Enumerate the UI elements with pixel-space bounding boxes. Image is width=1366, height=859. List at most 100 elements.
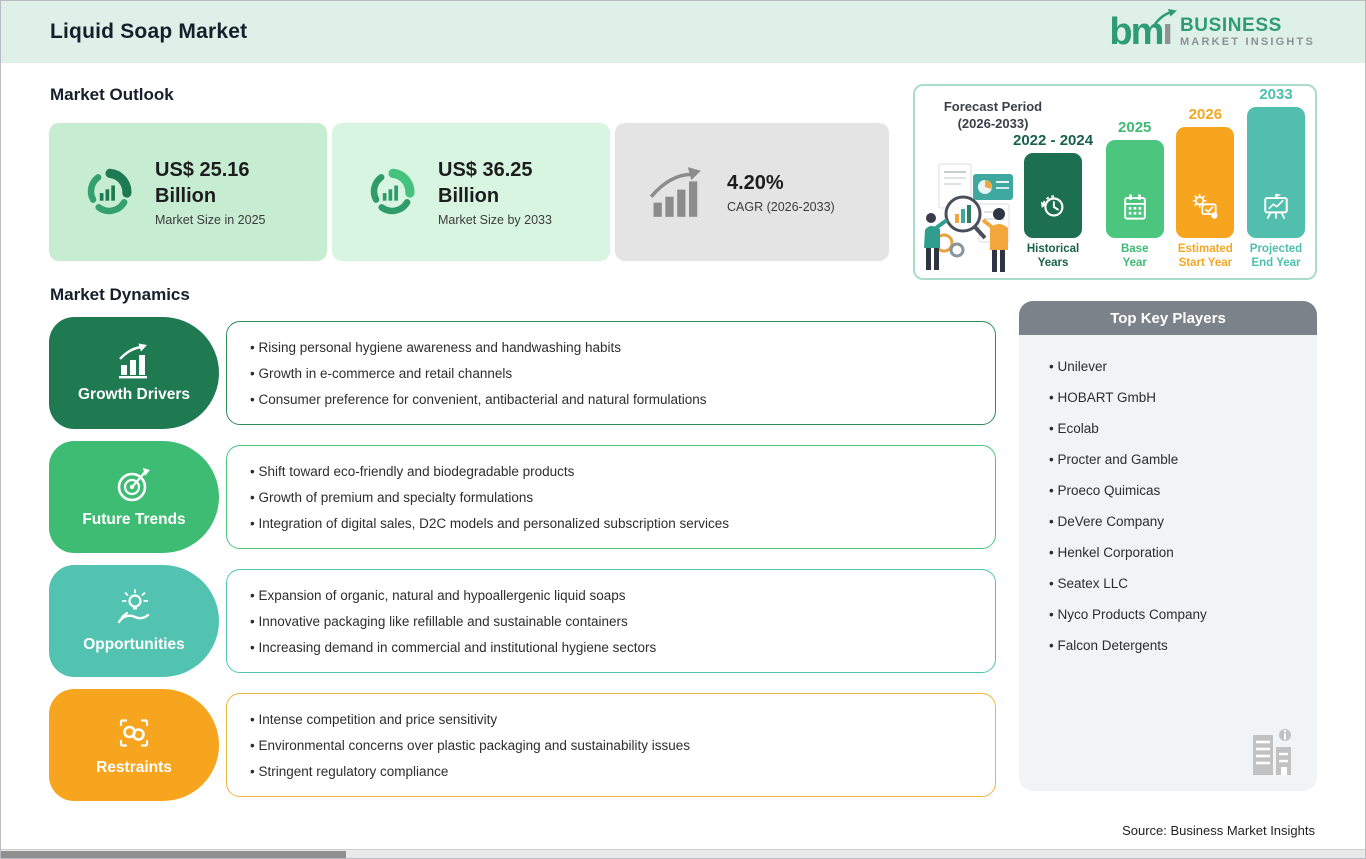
projected-end-year-label: 2033 [1259,86,1293,103]
bmi-logo-mark: bmı [1109,9,1177,51]
outlook-cards: US$ 25.16 Billion Market Size in 2025 US… [49,123,889,261]
page-title: Liquid Soap Market [50,20,248,43]
opportunities-label: Opportunities [83,635,185,653]
header: Liquid Soap Market bmı BUSINESS MARKET I… [1,1,1365,63]
forecast-title-line1: Forecast Period [943,99,1043,114]
estimated-start-year-label: 2026 [1188,106,1223,123]
key-player-item: Unilever [1049,359,1305,390]
growth-arrow-icon [649,167,701,217]
opportunities-row: Expansion of organic, natural and hypoal… [49,565,996,677]
chain-link-icon [119,718,149,747]
caption-line: Estimated [1177,243,1233,255]
key-player-item: Henkel Corporation [1049,545,1305,576]
logo-word-business: BUSINESS [1179,14,1282,36]
donut-bars-icon [87,168,132,215]
caption-line: Year [1122,257,1147,269]
estimated-start-year-column: 2026 [1176,106,1235,272]
future-trends-label: Future Trends [82,510,186,528]
cagr-value: 4.20% [727,172,784,194]
market-size-2033-card: US$ 36.25 Billion Market Size by 2033 [332,123,610,261]
card-text: US$ 36.25 Billion Market Size by 2033 [438,157,552,227]
donut-bars-icon [370,168,415,215]
card-text: US$ 25.16 Billion Market Size in 2025 [155,157,265,227]
logo-arrow-icon [1153,9,1177,25]
key-player-item: DeVere Company [1049,514,1305,545]
hand-lightbulb-icon [117,588,150,623]
forecast-title-line2: (2026-2033) [957,116,1029,131]
future-trends-pill: Future Trends [49,441,219,553]
key-player-item: HOBART GmbH [1049,390,1305,421]
caption-line: Projected [1249,243,1303,255]
calendar-icon [1123,194,1146,220]
key-player-item: Procter and Gamble [1049,452,1305,483]
logo-word-market-insights: MARKET INSIGHTS [1179,35,1315,48]
historical-years-caption: Historical Years [1027,242,1079,272]
base-year-column: 2025 Base Year [1105,119,1164,272]
base-year-label: 2025 [1118,119,1152,136]
market-size-2025-card: US$ 25.16 Billion Market Size in 2025 [49,123,327,261]
restraints-content: Intense competition and price sensitivit… [226,693,996,797]
estimated-start-year-caption: Estimated Start Year [1178,242,1233,272]
logo-i: ı [1162,11,1172,53]
bullet-item: Innovative packaging like refillable and… [250,613,985,630]
bullet-item: Expansion of organic, natural and hypoal… [250,587,985,604]
key-player-item: Proeco Quimicas [1049,483,1305,514]
card-text: 4.20% CAGR (2026-2033) [727,170,835,214]
market-dynamics-heading: Market Dynamics [50,285,190,304]
market-size-2033-value-line1: US$ 36.25 [438,159,533,181]
market-size-2025-caption: Market Size in 2025 [155,213,266,227]
target-dart-icon [117,467,150,501]
bullet-item: Integration of digital sales, D2C models… [250,515,985,532]
base-year-caption: Base Year [1121,242,1149,272]
bar-chart-arrow-icon [119,343,147,378]
bullet-item: Rising personal hygiene awareness and ha… [250,339,985,356]
projected-end-year-bar [1247,107,1305,238]
bullet-item: Shift toward eco-friendly and biodegrada… [250,463,985,480]
presentation-chart-icon [1264,193,1288,220]
growth-drivers-row: Rising personal hygiene awareness and ha… [49,317,996,429]
historical-years-label: 2022 - 2024 [1013,132,1094,149]
logo-words: BUSINESS MARKET INSIGHTS [1179,14,1315,49]
bullet-item: Growth of premium and specialty formulat… [250,489,985,506]
top-key-players-header: Top Key Players [1019,301,1317,335]
bullet-item: Intense competition and price sensitivit… [250,711,985,728]
estimated-start-year-bar [1176,127,1235,238]
market-outlook-heading: Market Outlook [50,85,174,104]
growth-drivers-label: Growth Drivers [78,385,190,403]
caption-line: Historical [1026,243,1080,255]
future-trends-content: Shift toward eco-friendly and biodegrada… [226,445,996,549]
caption-line: Start Year [1178,257,1233,269]
market-size-2033-value-line2: Billion [438,185,500,207]
bullet-item: Environmental concerns over plastic pack… [250,737,985,754]
projected-end-year-caption: Projected End Year [1250,242,1302,272]
historical-years-bar [1024,153,1083,238]
top-key-players-panel: Top Key Players Unilever HOBART GmbH Eco… [1019,301,1317,791]
bullet-item: Consumer preference for convenient, anti… [250,391,985,408]
history-clock-icon [1040,195,1064,217]
caption-line: Base [1120,243,1149,255]
logo-bm: bm [1109,11,1164,53]
horizontal-scrollbar-track[interactable] [1,849,1365,858]
horizontal-scrollbar-thumb[interactable] [1,851,346,858]
source-note: Source: Business Market Insights [1122,823,1315,838]
key-player-item: Ecolab [1049,421,1305,452]
projected-end-year-column: 2033 Projected End Year [1247,86,1305,272]
growth-drivers-pill: Growth Drivers [49,317,219,429]
forecast-bars: 2022 - 2024 Historical Years 2025 [1013,86,1305,272]
cagr-card: 4.20% CAGR (2026-2033) [615,123,889,261]
opportunities-content: Expansion of organic, natural and hypoal… [226,569,996,673]
restraints-row: Intense competition and price sensitivit… [49,689,996,801]
market-size-2025-value-line1: US$ 25.16 [155,159,250,181]
gear-checklist-icon [1193,194,1218,219]
future-trends-row: Shift toward eco-friendly and biodegrada… [49,441,996,553]
market-size-2033-caption: Market Size by 2033 [438,213,552,227]
top-key-players-list: Unilever HOBART GmbH Ecolab Procter and … [1019,335,1317,669]
restraints-pill: Restraints [49,689,219,801]
buildings-info-icon [1253,729,1291,775]
bmi-logo: bmı BUSINESS MARKET INSIGHTS [1109,9,1315,51]
caption-line: End Year [1251,257,1301,269]
caption-line: Years [1037,257,1069,269]
forecast-period-card: Forecast Period (2026-2033) [913,84,1317,280]
bullet-item: Increasing demand in commercial and inst… [250,639,985,656]
